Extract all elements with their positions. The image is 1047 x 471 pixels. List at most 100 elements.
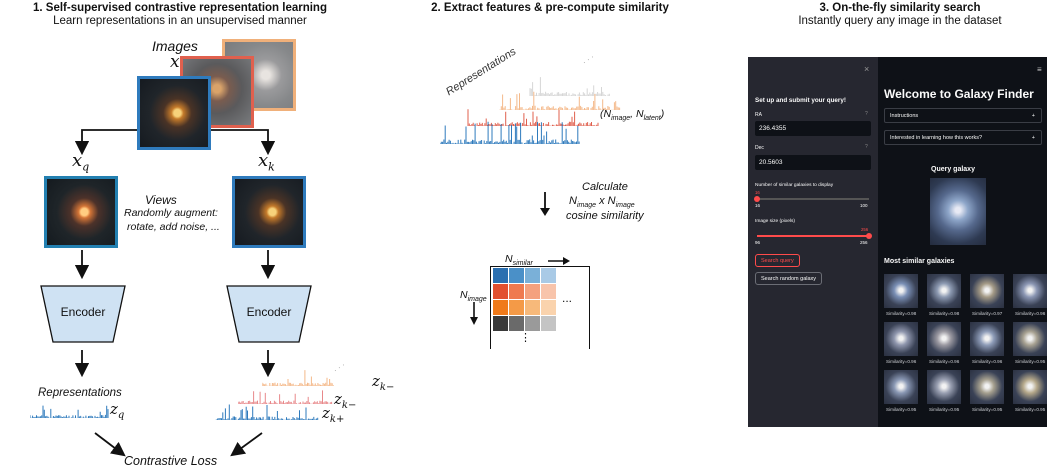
calc-line-2: Nimage x Nimage xyxy=(569,195,635,210)
matrix-cell xyxy=(509,316,524,331)
similarity-score-label: Similarity=0.96 xyxy=(886,359,917,364)
section3-subtitle: Instantly query any image in the dataset xyxy=(798,15,1002,27)
dec-input[interactable]: 20.5603 xyxy=(755,155,871,170)
x-label: x xyxy=(170,52,180,72)
matrix-cell xyxy=(525,284,540,299)
matrix-cell xyxy=(525,268,540,283)
ra-label: RA xyxy=(755,112,762,118)
encoder-right: Encoder xyxy=(226,285,312,343)
dec-help-icon[interactable]: ? xyxy=(865,144,868,150)
calc-arrow xyxy=(540,192,550,216)
similar-heading: Most similar galaxies xyxy=(884,258,955,265)
similar-galaxy-thumbnail xyxy=(884,322,918,356)
num-similar-max: 100 xyxy=(860,203,868,208)
similar-galaxy-thumbnail xyxy=(927,370,961,404)
matrix-hdots: ... xyxy=(562,291,573,305)
image-size-slider[interactable] xyxy=(757,233,872,239)
similarity-score-label: Similarity=0.96 xyxy=(972,359,1003,364)
section1-subtitle: Learn representations in an unsupervised… xyxy=(53,15,307,27)
similarity-score-label: Similarity=0.95 xyxy=(1015,359,1046,364)
num-similar-slider[interactable] xyxy=(754,196,869,202)
similarity-score-label: Similarity=0.98 xyxy=(929,311,960,316)
calc-line-3: cosine similarity xyxy=(566,210,644,222)
similar-galaxy-thumbnail xyxy=(927,322,961,356)
matrix-cell xyxy=(493,316,508,331)
matrix-cell xyxy=(541,300,556,315)
num-similar-value: 16 xyxy=(755,190,760,195)
similarity-score-label: Similarity=0.95 xyxy=(886,407,917,412)
nsimilar-arrow xyxy=(548,257,570,265)
similarity-score-label: Similarity=0.95 xyxy=(1015,407,1046,412)
zk-minus-1-label: zk− xyxy=(334,390,357,411)
learn-expander[interactable]: Interested in learning how this works? + xyxy=(884,130,1042,145)
learn-expand-icon: + xyxy=(1031,135,1035,141)
section1-title: 1. Self-supervised contrastive represent… xyxy=(33,2,327,14)
image-size-max: 256 xyxy=(860,240,868,245)
calc-line-1: Calculate xyxy=(582,181,628,193)
matrix-vdots: ⋮ xyxy=(520,332,531,344)
dec-label: Dec xyxy=(755,145,764,151)
similarity-score-label: Similarity=0.95 xyxy=(972,407,1003,412)
similar-galaxy-thumbnail xyxy=(884,274,918,308)
instructions-expander[interactable]: Instructions + xyxy=(884,108,1042,123)
representation-zk-minus-1 xyxy=(238,390,333,404)
nimage-label: Nimage xyxy=(460,289,487,304)
matrix-cell xyxy=(525,316,540,331)
matrix-cell xyxy=(493,284,508,299)
num-similar-label: Number of similar galaxies to display xyxy=(755,183,834,188)
num-similar-slider-knob[interactable] xyxy=(754,196,760,202)
zk-plus-label: zk+ xyxy=(322,404,345,425)
representation-zk-plus xyxy=(215,404,319,420)
input-image-front xyxy=(137,76,211,150)
matrix-cell xyxy=(493,300,508,315)
similarity-score-label: Similarity=0.96 xyxy=(929,359,960,364)
search-random-button[interactable]: Search random galaxy xyxy=(755,272,823,285)
ra-input[interactable]: 236.4355 xyxy=(755,121,871,136)
matrix-cell xyxy=(493,268,508,283)
similarity-score-label: Similarity=0.98 xyxy=(886,311,917,316)
similarity-score-label: Similarity=0.97 xyxy=(972,311,1003,316)
main-title: Welcome to Galaxy Finder xyxy=(884,87,1034,101)
section3-title: 3. On-the-fly similarity search xyxy=(819,2,981,14)
similarity-matrix: ... ⋮ xyxy=(490,266,590,349)
shape-label: (Nimage, Nlatent) xyxy=(600,108,665,123)
view-image-q xyxy=(44,176,118,248)
encoder-left-label: Encoder xyxy=(60,305,106,319)
zk-minus-2-label: zk− xyxy=(372,372,395,393)
similar-galaxy-thumbnail xyxy=(927,274,961,308)
encoder-right-label: Encoder xyxy=(246,305,292,319)
branch-arrows xyxy=(74,129,276,457)
search-query-button[interactable]: Search query xyxy=(755,254,800,267)
zq-label: zq xyxy=(110,400,125,421)
ra-help-icon[interactable]: ? xyxy=(865,111,868,117)
main-menu-icon[interactable]: ≡ xyxy=(1037,65,1042,74)
matrix-cell xyxy=(509,300,524,315)
query-galaxy-image xyxy=(930,178,986,245)
xk-label: xk xyxy=(258,150,275,174)
nsimilar-label: Nsimilar xyxy=(505,253,533,268)
instructions-expand-icon: + xyxy=(1031,113,1035,119)
representations-label-left: Representations xyxy=(38,387,122,399)
matrix-cell xyxy=(509,268,524,283)
matrix-cell xyxy=(541,284,556,299)
image-size-slider-knob[interactable] xyxy=(866,233,872,239)
representations-stack xyxy=(440,77,621,144)
galaxy-finder-app: × Set up and submit your query! RA ? 236… xyxy=(748,57,1047,427)
xq-label: xq xyxy=(72,150,90,174)
similar-galaxy-thumbnail xyxy=(1013,322,1047,356)
views-desc-1: Randomly augment: xyxy=(124,207,218,219)
matrix-cell xyxy=(509,284,524,299)
views-desc-2: rotate, add noise, ... xyxy=(127,221,220,233)
similar-galaxy-thumbnail xyxy=(1013,370,1047,404)
sidebar-heading: Set up and submit your query! xyxy=(755,97,846,104)
encoder-left: Encoder xyxy=(40,285,126,343)
matrix-cell xyxy=(541,316,556,331)
similar-galaxy-thumbnail xyxy=(1013,274,1047,308)
representation-zq xyxy=(30,405,109,418)
nimage-arrow xyxy=(470,302,478,325)
representation-zk-minus-2 xyxy=(262,370,334,386)
image-size-min: 96 xyxy=(755,240,761,245)
similarity-score-label: Similarity=0.95 xyxy=(929,407,960,412)
sidebar-close-icon[interactable]: × xyxy=(864,64,870,74)
similar-galaxy-thumbnail xyxy=(970,370,1004,404)
